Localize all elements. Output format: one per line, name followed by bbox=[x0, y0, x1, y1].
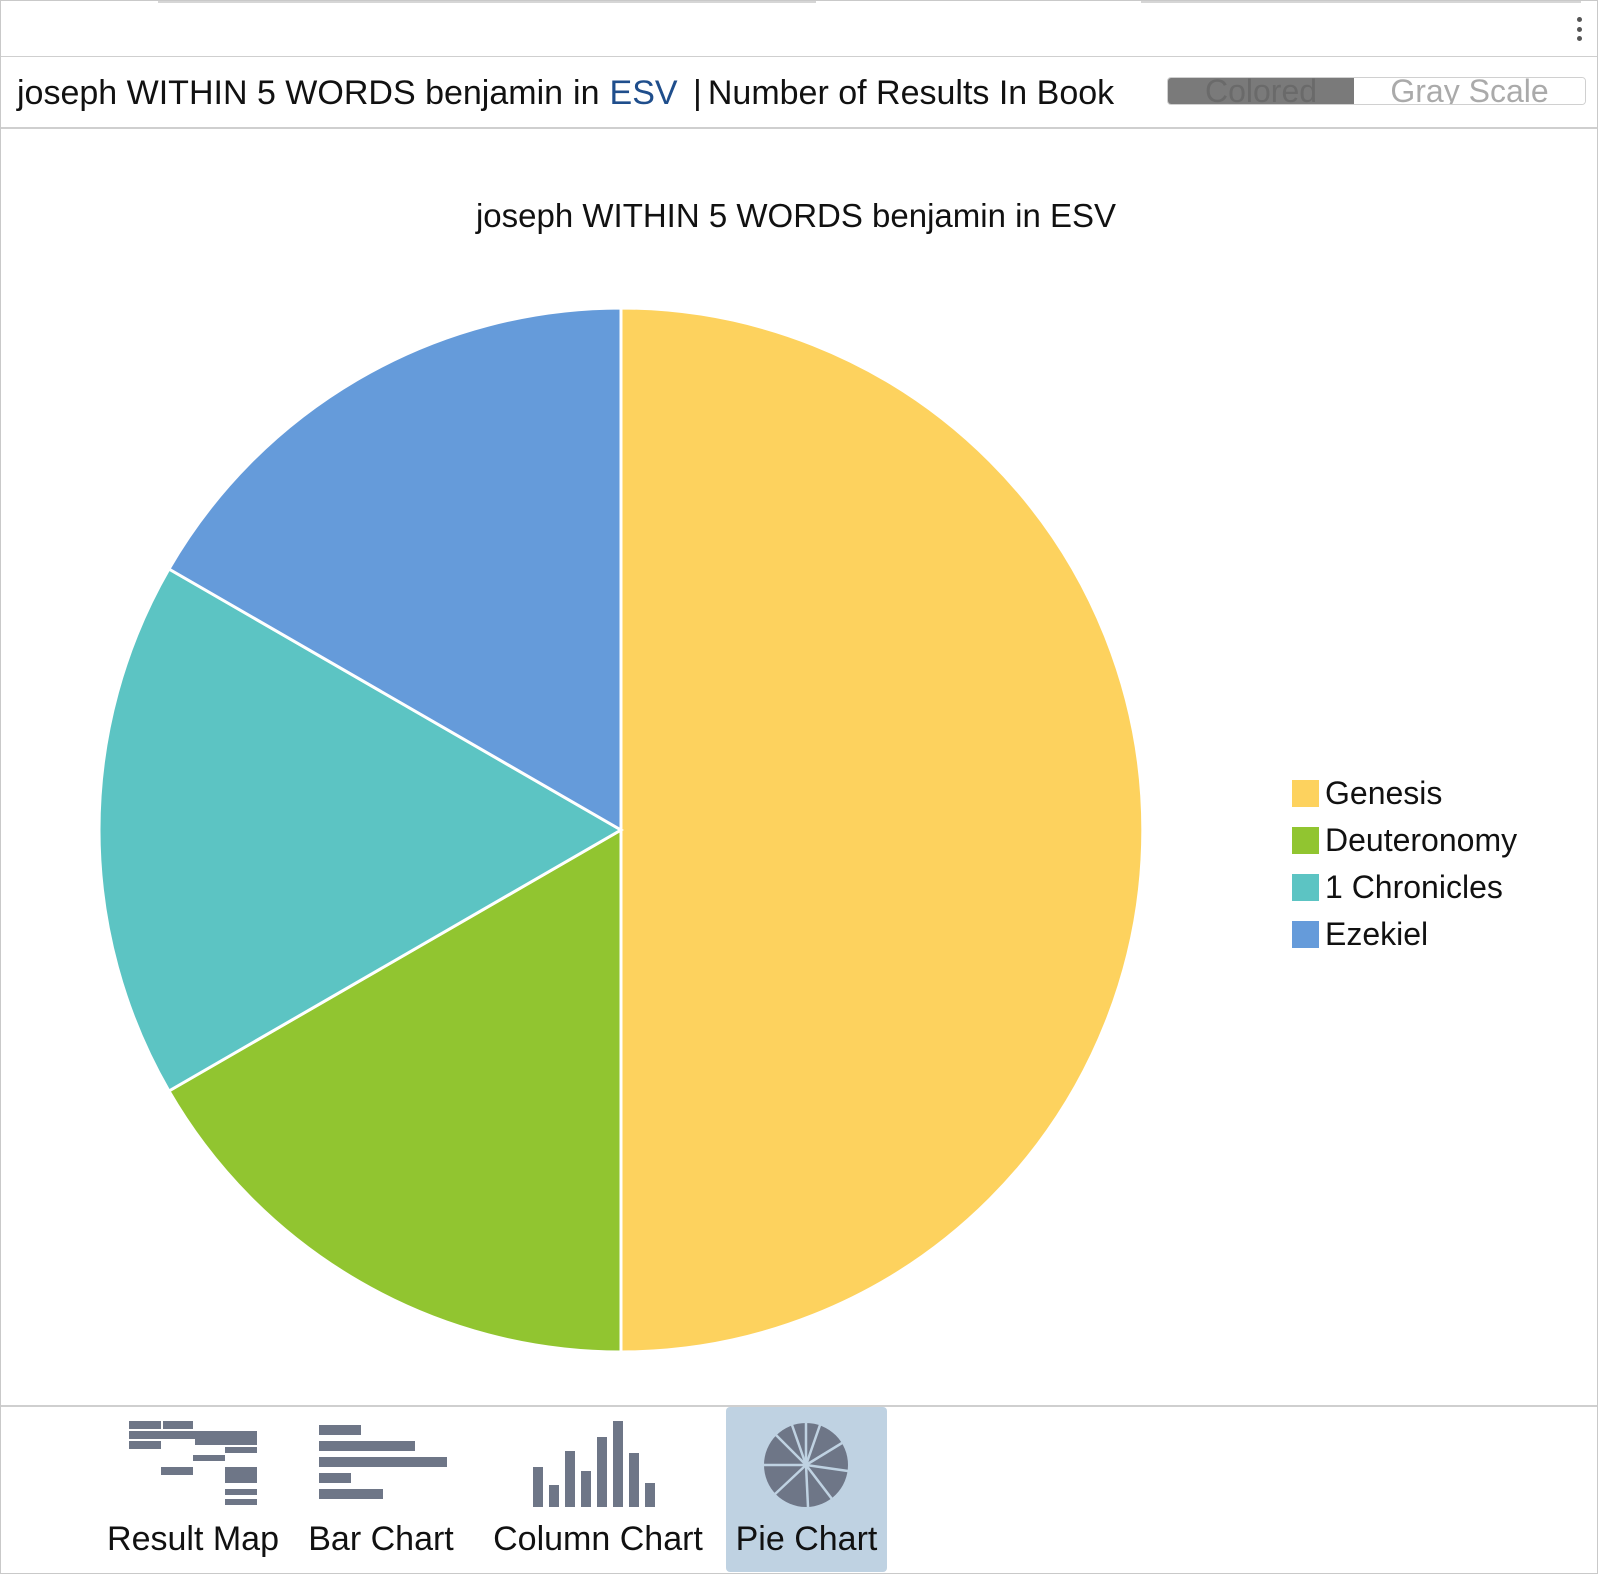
view-toolbar: Result Map Bar Chart Column Chart bbox=[1, 1405, 1597, 1573]
search-header: joseph WITHIN 5 WORDS benjamin in ESV | Num… bbox=[1, 57, 1597, 129]
chart-area: joseph WITHIN 5 WORDS benjamin in ESV bbox=[1, 130, 1597, 1405]
metric-label: Number of Results In Book bbox=[707, 74, 1115, 112]
pie-slice-deuteronomy[interactable] bbox=[166, 827, 623, 1354]
bar-chart-label: Bar Chart bbox=[308, 1520, 454, 1558]
tab-strip-line bbox=[1141, 1, 1581, 3]
column-chart-button[interactable]: Column Chart bbox=[483, 1407, 713, 1575]
legend-swatch bbox=[1292, 780, 1319, 807]
column-chart-label: Column Chart bbox=[493, 1520, 703, 1558]
result-map-icon bbox=[129, 1421, 257, 1507]
query-line: joseph WITHIN 5 WORDS benjamin in ESV | Num… bbox=[17, 73, 1114, 113]
separator: | bbox=[693, 74, 702, 112]
legend-item[interactable]: 1 Chronicles bbox=[1292, 864, 1517, 911]
pie-slice-1-chronicles[interactable] bbox=[97, 566, 625, 1094]
legend-item[interactable]: Ezekiel bbox=[1292, 911, 1517, 958]
chart-title: joseph WITHIN 5 WORDS benjamin in ESV bbox=[475, 197, 1116, 234]
legend-swatch bbox=[1292, 827, 1319, 854]
legend-label: Ezekiel bbox=[1325, 916, 1429, 952]
color-mode-toggle: Colored Gray Scale bbox=[1167, 77, 1586, 105]
legend-item[interactable]: Genesis bbox=[1292, 770, 1517, 817]
legend-label: Deuteronomy bbox=[1325, 822, 1518, 858]
result-map-label: Result Map bbox=[107, 1520, 279, 1558]
bar-chart-button[interactable]: Bar Chart bbox=[301, 1407, 461, 1575]
pie-slice-genesis[interactable] bbox=[619, 306, 1145, 1354]
pie-chart-label: Pie Chart bbox=[735, 1520, 878, 1558]
legend-item[interactable]: Deuteronomy bbox=[1292, 817, 1517, 864]
legend-swatch bbox=[1292, 921, 1319, 948]
pie-chart: joseph WITHIN 5 WORDS benjamin in ESV bbox=[97, 197, 1145, 1354]
legend-label: 1 Chronicles bbox=[1325, 869, 1503, 905]
version-link[interactable]: ESV bbox=[609, 74, 678, 112]
bar-chart-icon bbox=[319, 1425, 447, 1505]
column-chart-icon bbox=[533, 1421, 657, 1507]
pie-slice-ezekiel[interactable] bbox=[166, 306, 623, 833]
tab-strip-line bbox=[158, 1, 816, 3]
more-options-icon[interactable] bbox=[1575, 17, 1583, 41]
result-map-button[interactable]: Result Map bbox=[101, 1407, 285, 1575]
top-bar bbox=[1, 1, 1597, 57]
legend-swatch bbox=[1292, 874, 1319, 901]
pie-chart-icon bbox=[764, 1423, 849, 1508]
in-label: in bbox=[573, 74, 600, 112]
gray-scale-option[interactable]: Gray Scale bbox=[1354, 78, 1585, 104]
legend-label: Genesis bbox=[1325, 775, 1443, 811]
colored-option[interactable]: Colored bbox=[1168, 78, 1354, 104]
query-text: joseph WITHIN 5 WORDS benjamin bbox=[17, 74, 564, 112]
pie-chart-button[interactable]: Pie Chart bbox=[726, 1407, 887, 1575]
chart-legend: Genesis Deuteronomy 1 Chronicles Ezekiel bbox=[1292, 770, 1517, 958]
